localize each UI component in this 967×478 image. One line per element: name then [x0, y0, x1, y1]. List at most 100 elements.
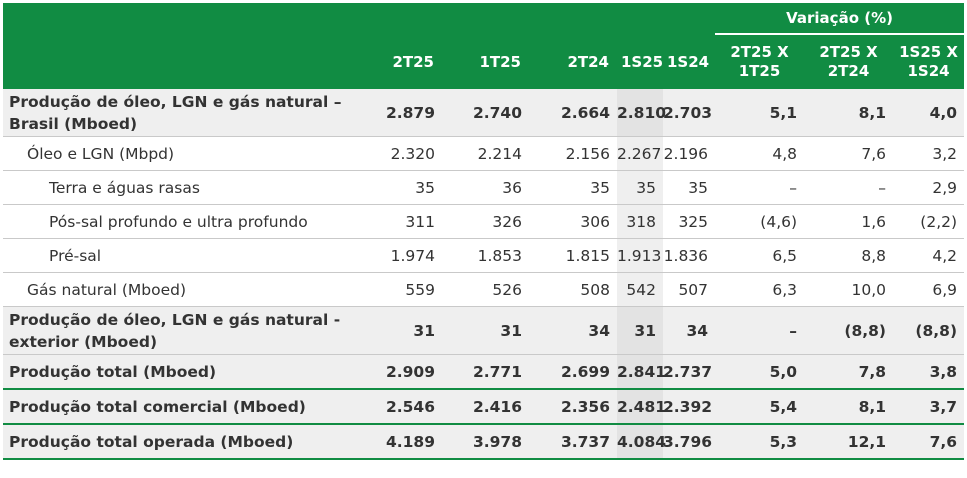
cell: (4,6) — [715, 204, 805, 239]
cell: 6,3 — [715, 272, 805, 307]
cell: 2.267 — [617, 136, 663, 171]
cell: 3.796 — [663, 424, 716, 460]
cell: 7,6 — [893, 424, 965, 460]
cell: 31 — [442, 306, 529, 355]
variation-column-header: 2T25 X 1T25 — [715, 34, 805, 89]
row-label: Gás natural (Mboed) — [3, 272, 355, 307]
cell: 8,1 — [804, 389, 894, 425]
cell: 5,4 — [715, 389, 805, 425]
cell: 318 — [617, 204, 663, 239]
cell: 2.416 — [442, 389, 529, 425]
cell: 35 — [617, 170, 663, 205]
column-header: 1S25 — [617, 34, 663, 89]
cell: 6,9 — [893, 272, 965, 307]
cell: 2.841 — [617, 354, 666, 390]
cell: 5,3 — [715, 424, 805, 460]
table-row: Produção de óleo, LGN e gás natural - ext… — [3, 306, 965, 355]
row-label: Produção de óleo, LGN e gás natural - ext… — [3, 306, 355, 355]
cell: – — [715, 170, 805, 205]
row-label: Pré-sal — [3, 238, 355, 273]
table-row: Produção de óleo, LGN e gás natural – Bra… — [3, 89, 965, 137]
cell: 10,0 — [804, 272, 894, 307]
variation-column-header: 2T25 X 2T24 — [804, 34, 894, 89]
cell: 325 — [663, 204, 716, 239]
cell: 34 — [529, 306, 617, 355]
table-row: Terra e águas rasas 35 36 35 35 35 – – 2… — [3, 170, 965, 205]
cell: (2,2) — [893, 204, 965, 239]
cell: 507 — [663, 272, 716, 307]
cell: 2.156 — [529, 136, 617, 171]
cell: 31 — [355, 306, 442, 355]
column-header: 1S24 — [663, 34, 716, 89]
cell: 311 — [355, 204, 442, 239]
cell: 2.703 — [663, 89, 716, 137]
cell: 526 — [442, 272, 529, 307]
cell: 3,7 — [893, 389, 965, 425]
cell: 35 — [355, 170, 442, 205]
cell: 326 — [442, 204, 529, 239]
cell: 35 — [663, 170, 716, 205]
table-row: Produção total comercial (Mboed) 2.546 2… — [3, 389, 965, 425]
cell: 7,6 — [804, 136, 894, 171]
cell: 2.771 — [442, 354, 529, 390]
table-row: Produção total (Mboed) 2.909 2.771 2.699… — [3, 354, 965, 390]
table-row: Pré-sal 1.974 1.853 1.815 1.913 1.836 6,… — [3, 238, 965, 273]
table-row: Gás natural (Mboed) 559 526 508 542 507 … — [3, 272, 965, 307]
table-row: Pós-sal profundo e ultra profundo 311 32… — [3, 204, 965, 239]
cell: 2.392 — [663, 389, 716, 425]
production-table: Variação (%) 2T25 1T25 2T24 1S25 1S24 2T… — [3, 3, 965, 460]
row-label: Produção de óleo, LGN e gás natural – Bra… — [3, 89, 355, 137]
cell: (8,8) — [804, 306, 894, 355]
cell: 5,0 — [715, 354, 805, 390]
cell: 2.699 — [529, 354, 617, 390]
cell: 542 — [617, 272, 663, 307]
column-header: 1T25 — [442, 34, 529, 89]
cell: 2.196 — [663, 136, 716, 171]
cell: (8,8) — [893, 306, 965, 355]
column-header: 2T24 — [529, 34, 617, 89]
row-label: Produção total (Mboed) — [3, 354, 355, 390]
cell: 8,1 — [804, 89, 894, 137]
cell: 8,8 — [804, 238, 894, 273]
cell: – — [804, 170, 894, 205]
table-row: Óleo e LGN (Mbpd) 2.320 2.214 2.156 2.26… — [3, 136, 965, 171]
cell: 1,6 — [804, 204, 894, 239]
cell: 3,8 — [893, 354, 965, 390]
cell: 2.546 — [355, 389, 442, 425]
table-row: Produção total operada (Mboed) 4.189 3.9… — [3, 424, 965, 460]
cell: 35 — [529, 170, 617, 205]
cell: 31 — [617, 306, 663, 355]
cell: 559 — [355, 272, 442, 307]
cell: 2.909 — [355, 354, 442, 390]
cell: 2,9 — [893, 170, 965, 205]
cell: 6,5 — [715, 238, 805, 273]
cell: 4.084 — [617, 424, 666, 460]
row-label: Terra e águas rasas — [3, 170, 355, 205]
cell: 4,0 — [893, 89, 965, 137]
cell: – — [715, 306, 805, 355]
cell: 36 — [442, 170, 529, 205]
cell: 4.189 — [355, 424, 442, 460]
cell: 1.974 — [355, 238, 442, 273]
cell: 2.810 — [617, 89, 666, 137]
cell: 2.879 — [355, 89, 442, 137]
cell: 508 — [529, 272, 617, 307]
cell: 2.214 — [442, 136, 529, 171]
cell: 3.978 — [442, 424, 529, 460]
column-header: 2T25 — [355, 34, 442, 89]
cell: 12,1 — [804, 424, 894, 460]
cell: 4,2 — [893, 238, 965, 273]
row-label: Produção total operada (Mboed) — [3, 424, 355, 460]
cell: 2.740 — [442, 89, 529, 137]
cell: 34 — [663, 306, 716, 355]
header-blank — [3, 3, 716, 34]
cell: 5,1 — [715, 89, 805, 137]
cell: 3,2 — [893, 136, 965, 171]
variation-column-header: 1S25 X 1S24 — [893, 34, 965, 89]
cell: 2.481 — [617, 389, 666, 425]
cell: 4,8 — [715, 136, 805, 171]
cell: 3.737 — [529, 424, 617, 460]
row-label: Produção total comercial (Mboed) — [3, 389, 355, 425]
cell: 7,8 — [804, 354, 894, 390]
cell: 1.853 — [442, 238, 529, 273]
